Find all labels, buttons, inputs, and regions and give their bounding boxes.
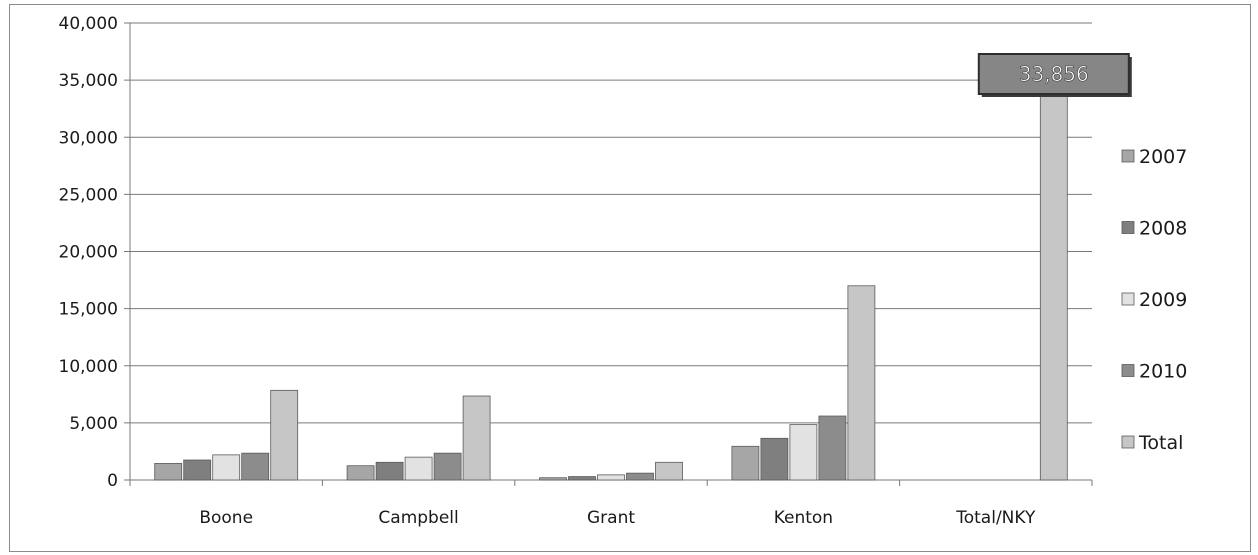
bar-total-kenton <box>847 285 876 481</box>
y-tick-label: 10,000 <box>59 357 118 377</box>
legend-entry: 2007 <box>1139 146 1187 168</box>
bar-2008-campbell <box>375 461 404 481</box>
grid-lines <box>130 22 1092 424</box>
bars <box>154 92 1068 481</box>
bar-total-total-nky <box>1039 92 1068 481</box>
bar-2007-kenton <box>731 445 760 481</box>
legend-swatch <box>1121 435 1135 449</box>
x-tick-label: Grant <box>587 508 635 528</box>
x-tick-label: Total/NKY <box>955 508 1036 528</box>
tick-labels: 0 5,000 10,000 15,000 20,000 25,000 30,000 35,0… <box>59 14 1036 528</box>
legend-entry: 2009 <box>1139 289 1187 311</box>
y-tick-label: 15,000 <box>59 300 118 320</box>
annotation-box <box>977 53 1130 95</box>
y-tick-label: 20,000 <box>59 243 118 263</box>
x-tick-label: Boone <box>199 508 253 528</box>
bar-total-campbell <box>462 395 491 481</box>
y-tick-label: 25,000 <box>59 185 118 205</box>
legend-entry: Total <box>1138 432 1183 454</box>
y-tick-label: 40,000 <box>59 14 118 34</box>
bar-2007-grant <box>539 477 567 481</box>
bar-2009-kenton <box>789 424 818 481</box>
bar-total-grant <box>655 461 683 481</box>
bar-2008-kenton <box>760 437 789 481</box>
bar-2010-grant <box>626 472 654 481</box>
bar-2010-campbell <box>433 452 462 481</box>
y-tick-label: 0 <box>107 471 118 491</box>
bar-2010-kenton <box>818 415 847 481</box>
bar-2007-campbell <box>346 465 375 481</box>
annotations: 33,856 <box>977 53 1132 97</box>
bar-2009-boone <box>212 454 241 481</box>
legend-swatch <box>1121 292 1135 306</box>
x-tick-label: Campbell <box>378 508 458 528</box>
y-tick-label: 5,000 <box>69 414 118 434</box>
y-tick-label: 30,000 <box>59 128 118 148</box>
bar-2007-boone <box>154 463 183 481</box>
legend: 2007 2008 2009 2010 Total <box>1121 146 1187 454</box>
legend-swatch <box>1121 149 1135 163</box>
bar-2009-campbell <box>404 456 433 481</box>
annotation-label: 33,856 <box>1019 62 1089 86</box>
legend-entry: 2010 <box>1139 361 1187 383</box>
legend-swatch <box>1121 221 1135 234</box>
bar-2010-boone <box>241 452 270 481</box>
y-tick-label: 35,000 <box>59 71 118 91</box>
x-tick-label: Kenton <box>774 508 833 528</box>
bar-2008-boone <box>183 459 212 481</box>
bar-2008-grant <box>568 476 596 481</box>
legend-entry: 2008 <box>1139 218 1187 240</box>
bar-total-boone <box>270 389 299 481</box>
axes <box>124 22 1093 486</box>
legend-swatch <box>1121 364 1135 377</box>
bar-2009-grant <box>597 474 625 481</box>
